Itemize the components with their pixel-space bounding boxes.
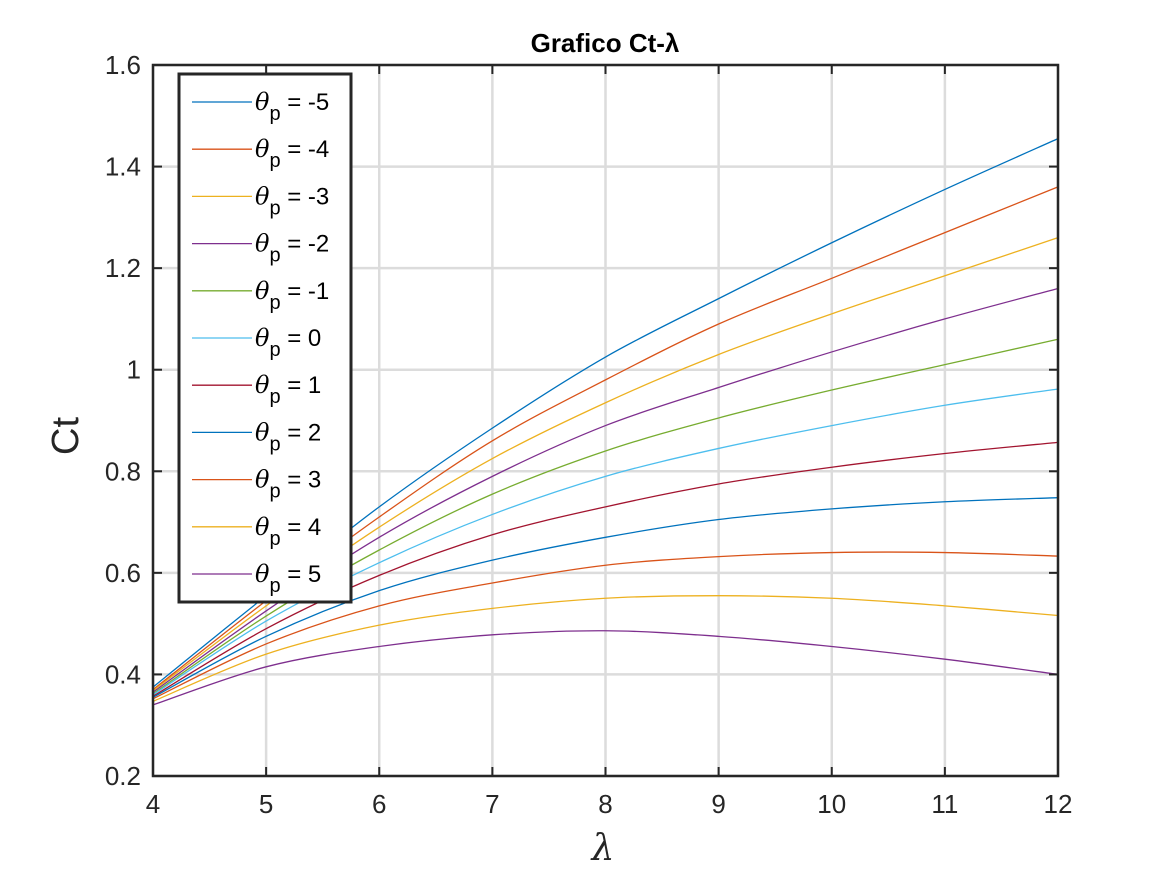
tick-labels: 4 5 6 7 8 9 10 11 12 0.2 0.4 0.6 0.8 1 1.2 1.4 1.6 (105, 50, 1073, 819)
axes (151, 63, 1060, 778)
legend-label-7: θp = 1 (255, 371, 321, 408)
series-line-11 (152, 630, 1059, 706)
x-tick-label: 11 (931, 789, 958, 819)
y-tick-label: 0.2 (105, 761, 141, 791)
x-axis-label: λ (590, 828, 615, 869)
legend-label-3: θp = -3 (255, 182, 329, 219)
x-tick-label: 9 (711, 789, 725, 819)
x-tick-label: 5 (259, 789, 273, 819)
y-tick-label: 0.8 (105, 456, 141, 486)
y-tick-label: 1 (127, 355, 141, 385)
legend-label-11: θp = 5 (255, 560, 321, 597)
series-line-7 (152, 441, 1059, 697)
legend-label-5: θp = -1 (255, 277, 329, 314)
series-line-8 (152, 497, 1059, 698)
series-line-9 (152, 551, 1059, 700)
legend-label-8: θp = 2 (255, 418, 321, 455)
legend-label-1: θp = -5 (255, 88, 329, 125)
y-axis-label: Ct (45, 417, 87, 455)
y-tick-label: 0.6 (105, 558, 141, 588)
x-tick-label: 7 (485, 789, 499, 819)
series-line-6 (152, 388, 1059, 696)
legend-label-9: θp = 3 (255, 466, 321, 503)
legend-label-4: θp = -2 (255, 230, 329, 267)
legend-label-6: θp = 0 (255, 324, 321, 361)
legend: θp = -5 θp = -4 θp = -3 θp = -2 θp = -1 θp = … (177, 72, 353, 604)
y-tick-label: 1.4 (105, 152, 141, 182)
x-tick-label: 6 (372, 789, 386, 819)
x-tick-label: 8 (598, 789, 612, 819)
y-tick-label: 0.4 (105, 659, 141, 689)
x-tick-label: 10 (817, 789, 846, 819)
legend-label-2: θp = -4 (255, 135, 329, 172)
chart-title: Grafico Ct-λ (531, 28, 680, 58)
x-tick-label: 12 (1044, 789, 1073, 819)
series-line-10 (152, 595, 1059, 702)
x-tick-label: 4 (146, 789, 160, 819)
legend-label-10: θp = 4 (255, 513, 321, 550)
y-tick-label: 1.2 (105, 253, 141, 283)
y-tick-label: 1.6 (105, 50, 141, 80)
